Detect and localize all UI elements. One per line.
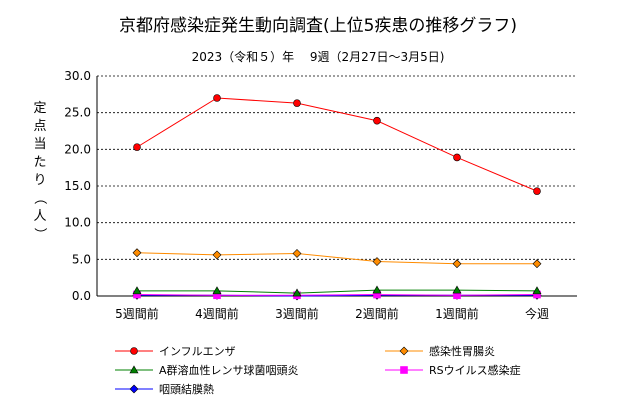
y-tick-label: 30.0 [64,69,91,83]
y-axis-ticks: 0.0 5.0 10.0 15.0 20.0 25.0 30.0 [64,69,91,303]
y-tick-label: 5.0 [72,252,91,266]
data-point [212,286,222,295]
legend-marker [129,365,139,374]
data-point [452,285,462,294]
chart-subtitle: 2023（令和５）年 9週（2月27日〜3月5日) [192,49,445,64]
legend-label: インフルエンザ [159,345,236,358]
x-tick-label: 2週間前 [355,306,399,321]
y-axis-label-char: 定 [33,101,46,116]
legend-item: A群溶血性レンサ球菌咽頭炎 [115,363,299,377]
data-point [292,249,302,258]
y-tick-label: 10.0 [64,216,91,230]
x-tick-label: 今週 [525,306,549,321]
data-point [293,99,301,107]
series-line [136,97,538,192]
series-咽頭結膜熱 [132,290,542,301]
legend-marker [400,366,408,374]
series-RSウイルス感染症 [133,290,541,300]
y-axis-label-char: た [33,155,46,170]
data-point [532,286,542,295]
legend-label: A群溶血性レンサ球菌咽頭炎 [159,363,299,377]
x-tick-label: 4週間前 [195,306,239,321]
legend-item: RSウイルス感染症 [385,363,521,377]
data-point [132,286,142,295]
series-line [137,289,538,294]
x-tick-label: 1週間前 [435,306,479,321]
legend-marker [399,346,409,356]
series-lines [132,94,542,301]
legend-label: 咽頭結膜熱 [159,382,214,396]
legend-label: RSウイルス感染症 [429,363,521,377]
y-axis-label-char: （ [32,191,47,204]
x-tick-label: 5週間前 [115,306,159,321]
data-point [133,143,141,151]
y-axis-label-char: 点 [33,119,46,134]
y-tick-label: 0.0 [72,289,91,303]
legend-marker [129,384,139,394]
data-point [453,153,461,162]
y-tick-label: 25.0 [64,106,91,120]
y-axis-label-char: ） [32,227,47,240]
y-tick-label: 20.0 [64,142,91,156]
series-インフルエンザ [133,94,541,195]
y-tick-label: 15.0 [64,179,91,193]
legend-item: インフルエンザ [115,345,236,358]
legend-item: 感染性胃腸炎 [385,344,495,358]
series-A群溶血性レンサ球菌咽頭炎 [132,285,542,297]
chart-title: 京都府感染症発生動向調査(上位5疾患の推移グラフ) [119,16,517,36]
x-axis-ticks: 5週間前 4週間前 3週間前 2週間前 1週間前 今週 [115,306,549,321]
y-axis-label-char: 当 [33,137,46,152]
data-point [132,248,142,258]
series-line [136,252,537,265]
data-point [372,257,382,266]
data-point [373,116,381,125]
y-axis-label-char: り [33,173,46,188]
data-point [372,285,382,294]
series-line [136,294,538,296]
data-point [533,187,541,195]
y-axis-label-char: 人 [33,209,46,224]
data-point [452,259,462,269]
data-point [532,259,542,269]
data-point [213,94,221,102]
legend-item: 咽頭結膜熱 [115,382,214,396]
series-感染性胃腸炎 [132,248,542,269]
gridlines [97,75,577,260]
data-point [212,250,222,260]
x-tick-label: 3週間前 [275,306,319,321]
legend-marker [130,347,138,355]
legend-label: 感染性胃腸炎 [429,344,495,358]
data-point [292,288,302,297]
